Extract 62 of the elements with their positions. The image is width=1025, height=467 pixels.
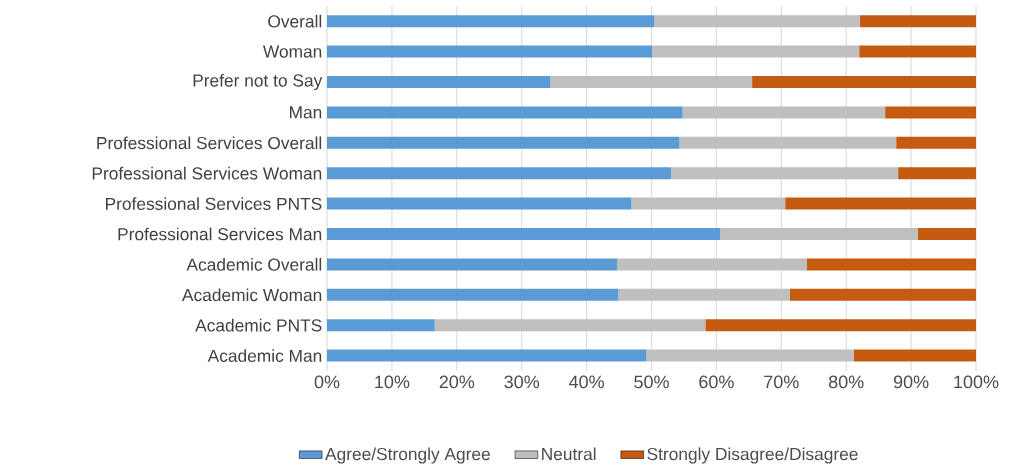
bar [670,167,899,180]
bar [752,75,976,88]
bar [327,75,551,88]
bar [631,197,786,210]
bar [785,197,976,210]
bar [896,136,976,149]
bar [327,15,655,28]
bar [898,167,976,180]
x-tick-label: 100% [954,375,999,389]
bar [617,258,807,271]
x-tick-label: 80% [828,375,864,389]
y-tick-label: Academic Woman [182,288,322,302]
bar [327,319,435,332]
bar [885,106,976,119]
y-tick-label: Academic Overall [186,257,322,271]
y-tick-label: Professional Services Man [118,227,322,241]
x-tick-label: 10% [375,375,410,389]
x-tick-label: 70% [764,375,799,389]
bar [618,288,790,301]
x-tick-label: 50% [634,375,669,389]
bar [327,258,618,271]
bar [679,136,897,149]
bar [654,15,860,28]
bar [652,45,860,58]
x-tick-label: 0% [314,375,340,389]
bar [859,45,976,58]
bar [705,319,976,332]
bar [789,288,976,301]
x-tick-label: 40% [569,375,604,389]
bar [720,227,918,240]
y-tick-label: Overall [268,14,322,28]
bar [806,258,976,271]
y-tick-label: Man [289,106,322,119]
bar [327,136,680,149]
bar [682,106,886,119]
x-tick-label: 60% [699,375,734,389]
bar [327,106,683,119]
x-tick-label: 20% [439,375,475,389]
bar [327,167,671,180]
bar [327,349,647,362]
bar [853,349,976,362]
bar [327,45,653,58]
bar [646,349,854,362]
y-tick-label: Professional Services Woman [92,166,322,180]
bar [859,15,976,28]
x-tick-label: 30% [504,375,540,389]
bar [917,227,976,240]
y-tick-label: Woman [262,45,322,58]
bar [327,227,721,240]
legend-label: Strongly Disagree/Disagree [647,447,858,464]
legend-label: Agree/Strongly Agree [325,447,490,464]
bar [327,197,632,210]
bar [550,75,753,88]
x-tick-label: 90% [893,375,929,389]
bar [327,288,619,301]
bar [434,319,706,332]
y-tick-label: Prefer not to Say [193,73,323,90]
y-tick-label: Professional Services Overall [97,136,322,150]
y-tick-label: Academic PNTS [195,318,322,332]
y-tick-label: Academic Man [207,349,322,362]
y-tick-label: Professional Services PNTS [106,197,322,210]
legend-label: Neutral [542,447,596,460]
